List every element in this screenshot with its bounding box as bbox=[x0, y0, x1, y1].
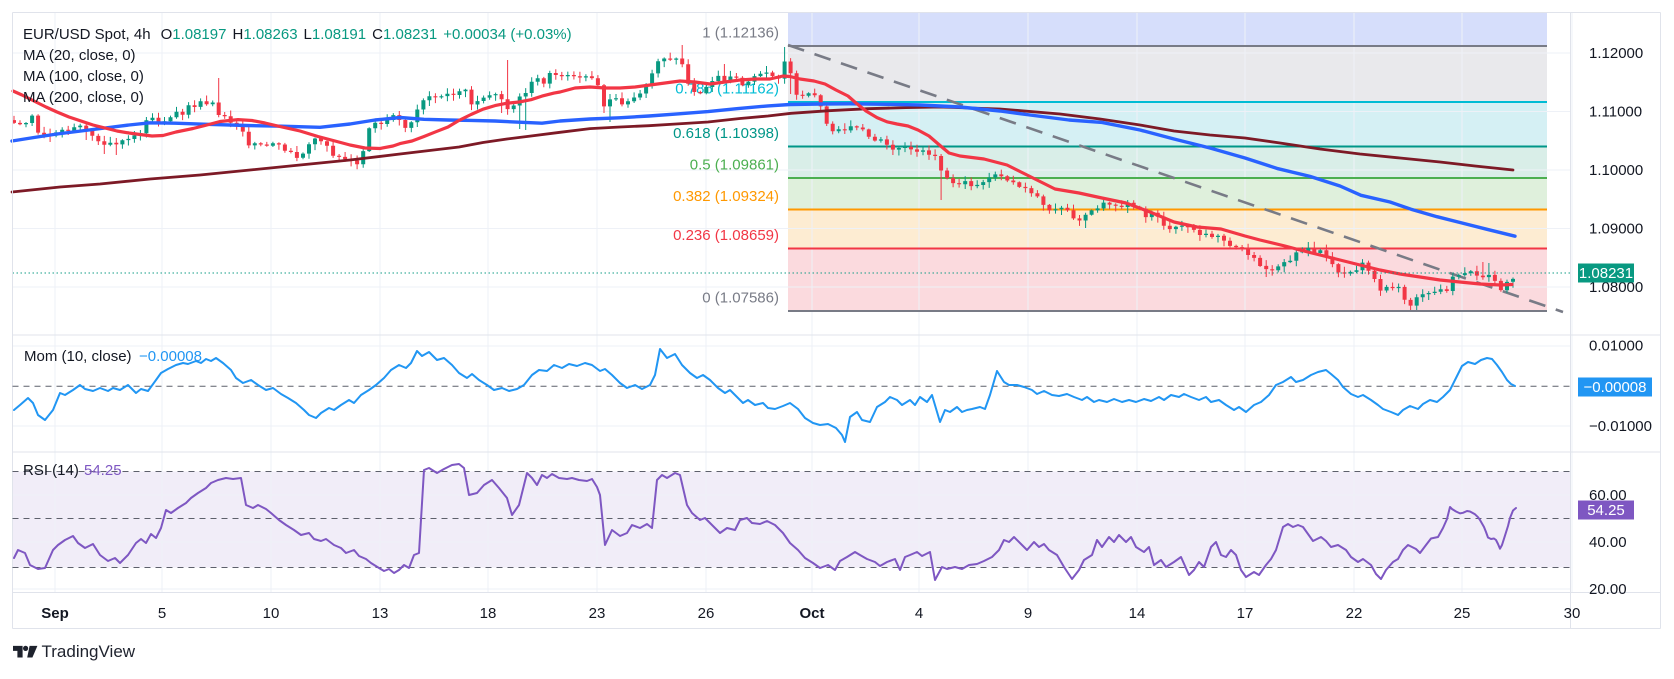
svg-text:5: 5 bbox=[158, 605, 166, 622]
svg-text:17: 17 bbox=[1237, 605, 1254, 622]
svg-text:−0.01000: −0.01000 bbox=[1589, 418, 1652, 435]
svg-text:1.08000: 1.08000 bbox=[1589, 279, 1643, 296]
svg-text:20.00: 20.00 bbox=[1589, 581, 1627, 598]
svg-text:1.12000: 1.12000 bbox=[1589, 45, 1643, 62]
svg-text:14: 14 bbox=[1129, 605, 1146, 622]
svg-text:18: 18 bbox=[480, 605, 497, 622]
svg-text:1.10000: 1.10000 bbox=[1589, 162, 1643, 179]
svg-text:1 (1.12136): 1 (1.12136) bbox=[702, 25, 779, 42]
svg-text:TradingView: TradingView bbox=[42, 642, 136, 661]
svg-text:10: 10 bbox=[263, 605, 280, 622]
svg-text:4: 4 bbox=[915, 605, 923, 622]
svg-text:MA (200, close, 0): MA (200, close, 0) bbox=[23, 89, 144, 106]
svg-text:MA (20, close, 0): MA (20, close, 0) bbox=[23, 47, 136, 64]
svg-text:RSI (14): RSI (14) bbox=[23, 462, 79, 479]
svg-text:1.11000: 1.11000 bbox=[1589, 104, 1642, 121]
svg-text:13: 13 bbox=[372, 605, 389, 622]
svg-text:Mom (10, close): Mom (10, close) bbox=[24, 348, 132, 365]
svg-text:0.786 (1.11162): 0.786 (1.11162) bbox=[675, 81, 779, 98]
svg-text:Oct: Oct bbox=[799, 605, 824, 622]
svg-text:40.00: 40.00 bbox=[1589, 534, 1627, 551]
svg-text:MA (100, close, 0): MA (100, close, 0) bbox=[23, 68, 144, 85]
svg-text:9: 9 bbox=[1024, 605, 1032, 622]
svg-text:26: 26 bbox=[698, 605, 715, 622]
svg-text:0 (1.07586): 0 (1.07586) bbox=[702, 290, 779, 307]
svg-text:0.5 (1.09861): 0.5 (1.09861) bbox=[690, 157, 779, 174]
svg-text:22: 22 bbox=[1346, 605, 1363, 622]
svg-text:1.08231: 1.08231 bbox=[1579, 265, 1633, 282]
svg-text:1.09000: 1.09000 bbox=[1589, 221, 1643, 238]
svg-text:0.618 (1.10398): 0.618 (1.10398) bbox=[673, 125, 779, 142]
svg-text:−0.00008: −0.00008 bbox=[1584, 379, 1647, 396]
svg-text:54.25: 54.25 bbox=[84, 462, 122, 479]
svg-text:60.00: 60.00 bbox=[1589, 487, 1627, 504]
svg-text:30: 30 bbox=[1564, 605, 1581, 622]
svg-text:0.01000: 0.01000 bbox=[1589, 338, 1643, 355]
svg-text:0.382 (1.09324): 0.382 (1.09324) bbox=[673, 188, 779, 205]
svg-text:Sep: Sep bbox=[41, 605, 69, 622]
svg-text:−0.00008: −0.00008 bbox=[139, 348, 202, 365]
svg-text:25: 25 bbox=[1454, 605, 1471, 622]
svg-text:23: 23 bbox=[589, 605, 606, 622]
svg-text:54.25: 54.25 bbox=[1587, 502, 1625, 519]
svg-text:0.236 (1.08659): 0.236 (1.08659) bbox=[673, 227, 779, 244]
